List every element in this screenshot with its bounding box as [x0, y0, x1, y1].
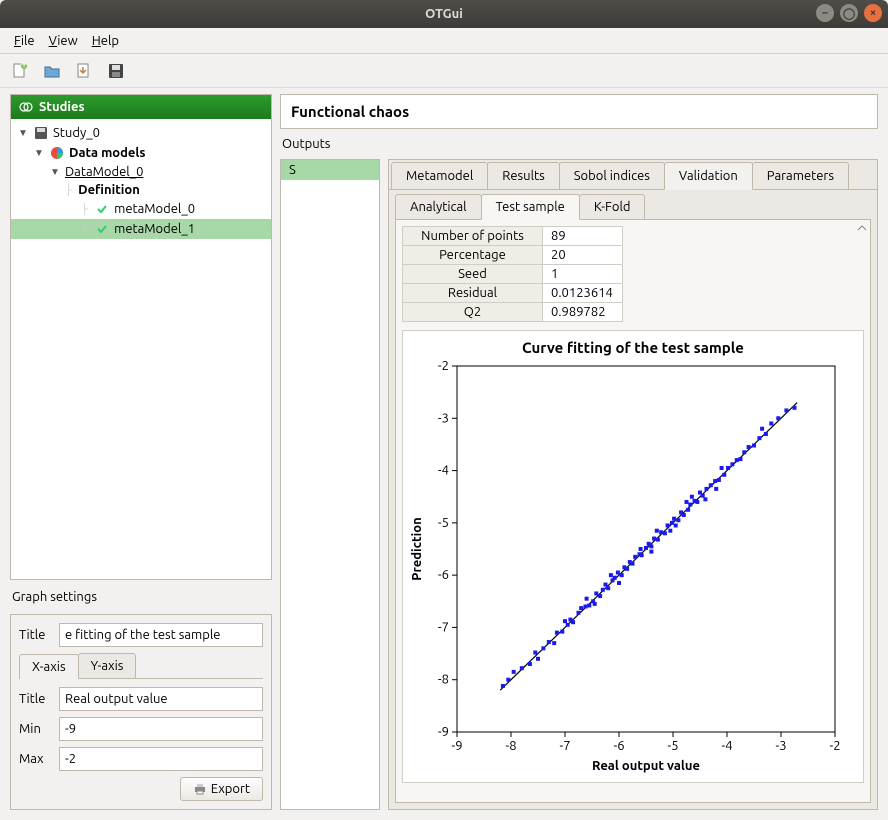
main-tab-results[interactable]: Results: [487, 162, 559, 190]
graph-settings-label: Graph settings: [10, 586, 272, 608]
gs-title-input[interactable]: [59, 623, 263, 647]
window-titlebar: OTGui – ◯ ×: [0, 0, 888, 28]
tree-study[interactable]: ▼ Study_0: [11, 123, 271, 143]
gs-axis-title-label: Title: [19, 692, 53, 706]
studies-tree: ▼ Study_0 ▼ Data models ▼ DataModel_0 ├ …: [11, 119, 271, 243]
svg-text:-2: -2: [829, 739, 840, 753]
check-icon: [94, 201, 110, 217]
outputs-list: S: [280, 159, 380, 810]
svg-text:-7: -7: [438, 620, 449, 634]
scatter-chart: -9-9 -8 -8 -7 -7 -6 -6 -5 -5 -4 -4 -3 -3 -2 -2 Real out…: [407, 358, 847, 778]
toolbar-save-icon[interactable]: [106, 61, 126, 81]
stats-row: Q20.989782: [403, 303, 623, 322]
export-button[interactable]: Export: [180, 777, 263, 801]
main-tab-sobol-indices[interactable]: Sobol indices: [559, 162, 665, 190]
menu-file[interactable]: File: [8, 32, 41, 50]
tree-metamodel-1[interactable]: └ metaModel_1: [11, 219, 271, 239]
sub-tab-test-sample[interactable]: Test sample: [481, 194, 580, 220]
main-tab-metamodel[interactable]: Metamodel: [391, 162, 488, 190]
stats-row: Residual0.0123614: [403, 284, 623, 303]
svg-text:Prediction: Prediction: [410, 517, 424, 580]
svg-text:-6: -6: [613, 739, 624, 753]
gs-min-label: Min: [19, 722, 53, 736]
main-tabs: MetamodelResultsSobol indicesValidationP…: [389, 160, 877, 190]
gs-min-input[interactable]: [59, 717, 263, 741]
gs-title-label: Title: [19, 628, 53, 642]
svg-text:-5: -5: [667, 739, 678, 753]
window-close-button[interactable]: ×: [864, 4, 882, 22]
pie-chart-icon: [49, 145, 65, 161]
tree-definition[interactable]: ├ Definition: [11, 181, 271, 199]
stats-row: Seed1: [403, 265, 623, 284]
check-icon: [94, 221, 110, 237]
svg-text:-9: -9: [438, 725, 449, 739]
gs-tab-y-axis[interactable]: Y-axis: [78, 653, 137, 678]
toolbar-new-icon[interactable]: +: [10, 61, 30, 81]
toolbar: +: [0, 54, 888, 88]
menubar: File View Help: [0, 28, 888, 54]
svg-text:-3: -3: [438, 411, 449, 425]
gs-max-input[interactable]: [59, 747, 263, 771]
studies-icon: [19, 100, 33, 114]
gs-axis-title-input[interactable]: [59, 687, 263, 711]
svg-text:-4: -4: [438, 464, 449, 478]
main-tab-parameters[interactable]: Parameters: [752, 162, 849, 190]
sub-tab-analytical[interactable]: Analytical: [395, 194, 482, 220]
tree-datamodel[interactable]: ▼ DataModel_0: [11, 163, 271, 181]
chart-container: Curve fitting of the test sample -9-9-8-…: [402, 330, 864, 783]
output-item-s[interactable]: S: [281, 160, 379, 180]
main-tab-validation[interactable]: Validation: [664, 162, 753, 190]
tabs-area: MetamodelResultsSobol indicesValidationP…: [388, 159, 878, 810]
svg-text:-8: -8: [505, 739, 516, 753]
functional-chaos-header: Functional chaos: [280, 94, 878, 129]
svg-text:-5: -5: [438, 516, 449, 530]
validation-content: Number of points89Percentage20Seed1Resid…: [395, 219, 871, 803]
window-title: OTGui: [425, 7, 463, 21]
stats-table: Number of points89Percentage20Seed1Resid…: [402, 226, 623, 322]
svg-text:-4: -4: [721, 739, 732, 753]
stats-row: Percentage20: [403, 246, 623, 265]
stats-row: Number of points89: [403, 227, 623, 246]
studies-header-label: Studies: [39, 100, 85, 114]
svg-text:-9: -9: [451, 739, 462, 753]
menu-view[interactable]: View: [43, 32, 84, 50]
scroll-up-icon[interactable]: [856, 222, 868, 234]
svg-text:-7: -7: [559, 739, 570, 753]
sub-tabs: AnalyticalTest sampleK-Fold: [395, 194, 871, 220]
window-minimize-button[interactable]: –: [816, 4, 834, 22]
toolbar-open-icon[interactable]: [42, 61, 62, 81]
studies-panel: Studies ▼ Study_0 ▼ Data models ▼ DataMo…: [10, 94, 272, 580]
sub-tab-k-fold[interactable]: K-Fold: [579, 194, 646, 220]
save-icon: [33, 125, 49, 141]
printer-icon: [193, 782, 207, 796]
chart-title: Curve fitting of the test sample: [407, 339, 859, 356]
outputs-label: Outputs: [280, 133, 878, 155]
graph-settings-panel: Title X-axis Y-axis Title Min Max: [10, 614, 272, 810]
menu-help[interactable]: Help: [86, 32, 125, 50]
svg-text:Real output value: Real output value: [592, 759, 700, 773]
tree-data-models[interactable]: ▼ Data models: [11, 143, 271, 163]
svg-text:-2: -2: [438, 359, 449, 373]
tree-metamodel-0[interactable]: ├ metaModel_0: [11, 199, 271, 219]
svg-text:-8: -8: [438, 673, 449, 687]
window-maximize-button[interactable]: ◯: [840, 4, 858, 22]
svg-text:+: +: [20, 62, 27, 71]
gs-tab-x-axis[interactable]: X-axis: [19, 654, 79, 679]
gs-max-label: Max: [19, 752, 53, 766]
studies-header: Studies: [11, 95, 271, 119]
svg-text:-3: -3: [775, 739, 786, 753]
svg-text:-6: -6: [438, 568, 449, 582]
toolbar-import-icon[interactable]: [74, 61, 94, 81]
